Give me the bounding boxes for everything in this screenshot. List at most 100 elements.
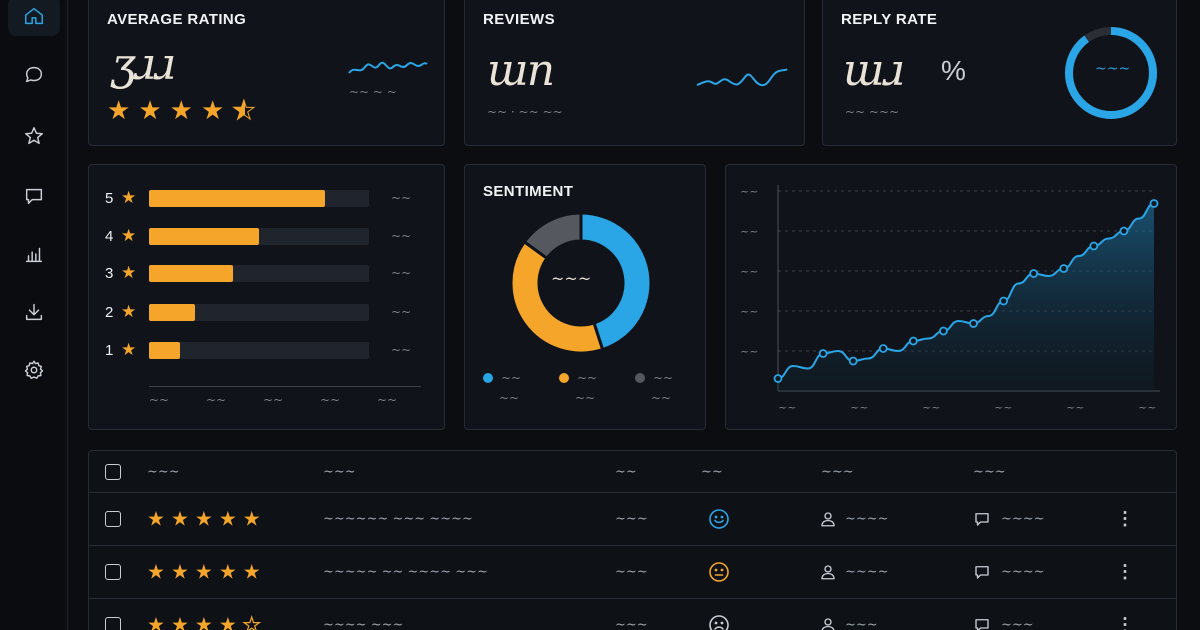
trend-point[interactable]: [1089, 241, 1099, 251]
sentiment-legend-item[interactable]: ~~: [483, 371, 521, 385]
star-icon: ★: [218, 561, 237, 584]
legend-label: ~~: [501, 371, 522, 385]
trend-point[interactable]: [1059, 264, 1069, 273]
distribution-row[interactable]: 3 ★ ~~: [105, 263, 435, 282]
distribution-row[interactable]: 5 ★ ~~: [105, 188, 435, 207]
trend-point[interactable]: [878, 344, 888, 353]
trend-point[interactable]: [1029, 269, 1039, 278]
row-checkbox[interactable]: [105, 617, 121, 630]
nav-favorites-button[interactable]: [8, 116, 60, 156]
star-icon: ★: [121, 188, 137, 207]
distribution-axis: [149, 386, 421, 387]
table-row[interactable]: ★ ★ ★ ★ ★ ~~~~ ~~~ ~~~ ~~~ ~~~ ⋮: [89, 599, 1176, 630]
distribution-count: ~~: [391, 343, 412, 357]
distribution-row[interactable]: 4 ★ ~~: [105, 226, 435, 245]
donut-slice-negative[interactable]: [522, 211, 583, 261]
user-icon: [819, 616, 837, 630]
y-tick-label: ~~: [740, 345, 758, 358]
reviews-title: REVIEWS: [483, 11, 555, 28]
row-more-menu-button[interactable]: ⋮: [1116, 561, 1134, 582]
trend-point[interactable]: [939, 326, 948, 336]
legend-dot: [559, 373, 569, 383]
average-rating-caption: ~~ ~ ~: [349, 85, 397, 99]
star-icon: ★: [121, 226, 137, 245]
distribution-star-count: 2: [105, 303, 114, 321]
trend-point[interactable]: [818, 349, 828, 358]
reply-rate-caption: ~~ ~~~: [845, 105, 900, 119]
star-icon: ★: [242, 561, 261, 584]
row-author: ~~~: [845, 617, 878, 630]
reply-rate-ring: [1065, 27, 1157, 119]
trend-point[interactable]: [999, 296, 1009, 306]
sentiment-legend-item[interactable]: ~~: [559, 371, 597, 385]
reviews-table: ~~~ ~~~ ~~ ~~ ~~~ ~~~ ★ ★ ★ ★ ★ ~~~~~~ ~~~ ~~…: [88, 450, 1177, 630]
star-icon: ★: [170, 561, 189, 584]
donut-slice-positive[interactable]: [579, 211, 653, 352]
distribution-bar-track: [149, 264, 369, 282]
donut-slice-neutral[interactable]: [509, 239, 605, 355]
nav-home-button[interactable]: [8, 0, 60, 36]
header-date[interactable]: ~~: [615, 464, 637, 479]
rating-distribution-card: 5 ★ ~~ 4 ★ ~~ 3 ★ ~~ 2 ★ ~~ 1 ★ ~~ ~~ ~~ ~~ ~~ ~~: [88, 164, 445, 430]
trend-point[interactable]: [908, 336, 918, 346]
sentiment-legend-item[interactable]: ~~: [635, 371, 673, 385]
trend-point[interactable]: [1119, 226, 1129, 236]
table-row[interactable]: ★ ★ ★ ★ ★ ~~~~~ ~~ ~~~~ ~~~ ~~~ ~~~~ ~~~~ ⋮: [89, 546, 1176, 599]
header-rating[interactable]: ~~~: [147, 464, 180, 479]
reply-comment-icon: [973, 510, 991, 528]
header-reply[interactable]: ~~~: [973, 464, 1006, 479]
star-icon: ★: [242, 508, 261, 531]
distribution-bar-track: [149, 303, 369, 321]
x-tick-label: ~~: [994, 401, 1012, 414]
star-icon: ★: [147, 614, 165, 630]
nav-download-button[interactable]: [8, 292, 60, 332]
trend-point[interactable]: [969, 319, 978, 328]
star-outline-icon: ★: [242, 614, 261, 630]
nav-analytics-button[interactable]: [8, 234, 60, 274]
trend-point[interactable]: [1149, 199, 1159, 208]
select-all-checkbox[interactable]: [105, 463, 121, 480]
star-outline-icon: [25, 127, 43, 145]
y-tick-label: ~~: [740, 305, 758, 318]
trend-point[interactable]: [848, 356, 858, 366]
row-reply: ~~~: [1001, 617, 1034, 630]
distribution-axis-tick: ~~: [320, 393, 341, 407]
row-review-text: ~~~~~~ ~~~ ~~~~: [323, 511, 473, 527]
sentiment-donut: [509, 211, 653, 355]
row-date: ~~~: [615, 617, 648, 630]
header-sentiment[interactable]: ~~: [701, 464, 723, 479]
distribution-count: ~~: [391, 229, 412, 243]
trend-point[interactable]: [773, 374, 783, 383]
nav-settings-button[interactable]: [8, 350, 60, 390]
star-icon: ★: [194, 614, 213, 630]
user-icon: [819, 563, 837, 581]
row-more-menu-button[interactable]: ⋮: [1116, 614, 1134, 630]
star-icon: ★: [200, 95, 225, 125]
table-header-row: ~~~ ~~~ ~~ ~~ ~~~ ~~~: [89, 451, 1176, 493]
legend-dot: [483, 373, 493, 383]
row-checkbox[interactable]: [105, 511, 121, 527]
star-icon: ★: [170, 614, 189, 630]
sentiment-face-icon: [707, 560, 731, 584]
legend-dot: [635, 373, 645, 383]
nav-messages-button[interactable]: [8, 55, 60, 95]
y-tick-label: ~~: [740, 185, 758, 198]
reply-rate-title: REPLY RATE: [841, 11, 938, 28]
sidebar: [0, 0, 68, 630]
distribution-row[interactable]: 2 ★ ~~: [105, 302, 435, 321]
average-rating-card: AVERAGE RATING ʒɹɹ ★ ★ ★ ★ ★ ~~ ~ ~: [88, 0, 445, 146]
half-star-icon: ★: [232, 95, 256, 125]
distribution-bar-fill: [149, 303, 196, 321]
row-checkbox[interactable]: [105, 564, 121, 580]
reply-rate-card: REPLY RATE ɯɹ % ~~ ~~~ ~~~: [822, 0, 1177, 146]
row-rating-stars: ★ ★ ★ ★ ★: [147, 613, 261, 630]
star-icon: ★: [147, 561, 165, 584]
header-review[interactable]: ~~~: [323, 464, 356, 479]
table-row[interactable]: ★ ★ ★ ★ ★ ~~~~~~ ~~~ ~~~~ ~~~ ~~~~ ~~~~ ⋮: [89, 493, 1176, 546]
legend-label: ~~: [577, 371, 598, 385]
row-more-menu-button[interactable]: ⋮: [1116, 508, 1134, 529]
header-author[interactable]: ~~~: [821, 464, 854, 479]
distribution-row[interactable]: 1 ★ ~~: [105, 340, 435, 359]
nav-comments-button[interactable]: [8, 176, 60, 216]
legend-label: ~~: [653, 371, 674, 385]
